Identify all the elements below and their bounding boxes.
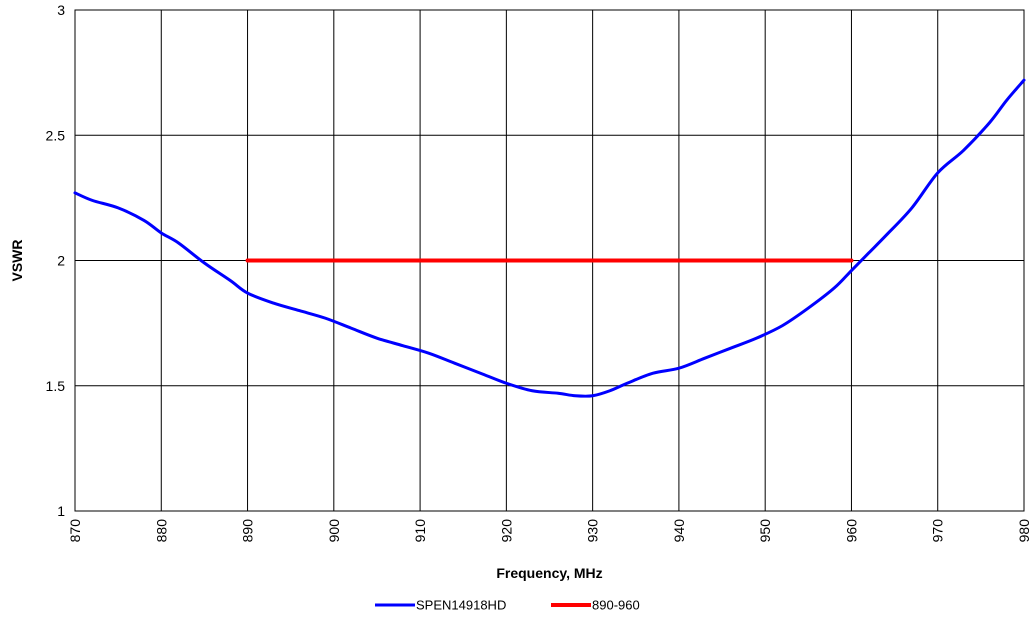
x-tick-label: 930 xyxy=(585,519,601,543)
y-tick-label: 2 xyxy=(57,253,65,269)
series-line-1 xyxy=(73,78,1026,398)
x-tick-label: 940 xyxy=(671,519,687,543)
x-tick-label: 970 xyxy=(930,519,946,543)
series-layer xyxy=(73,78,1026,398)
x-tick-labels: 870 880 890 900 910 920 930 940 950 960 970 980 xyxy=(67,519,1032,543)
x-tick-label: 890 xyxy=(240,519,256,543)
x-tick-label: 870 xyxy=(67,519,83,543)
y-axis-title: VSWR xyxy=(9,240,25,282)
x-axis-title: Frequency, MHz xyxy=(496,565,602,581)
plot-frame xyxy=(74,9,1025,512)
legend-label-1: SPEN14918HD xyxy=(416,598,506,613)
y-tick-label: 1 xyxy=(57,503,65,519)
y-tick-labels: 1 1.5 2 2.5 3 xyxy=(46,2,66,519)
y-tick-label: 1.5 xyxy=(46,378,66,394)
x-tick-label: 900 xyxy=(326,519,342,543)
x-tick-label: 910 xyxy=(412,519,428,543)
x-tick-label: 880 xyxy=(153,519,169,543)
legend-label-2: 890-960 xyxy=(592,598,640,613)
x-tick-label: 960 xyxy=(843,519,859,543)
y-tick-label: 2.5 xyxy=(46,127,66,143)
legend: SPEN14918HD 890-960 xyxy=(375,598,640,613)
x-tick-label: 980 xyxy=(1016,519,1032,543)
y-tick-label: 3 xyxy=(57,2,65,18)
x-tick-label: 920 xyxy=(498,519,514,543)
x-tick-label: 950 xyxy=(757,519,773,543)
